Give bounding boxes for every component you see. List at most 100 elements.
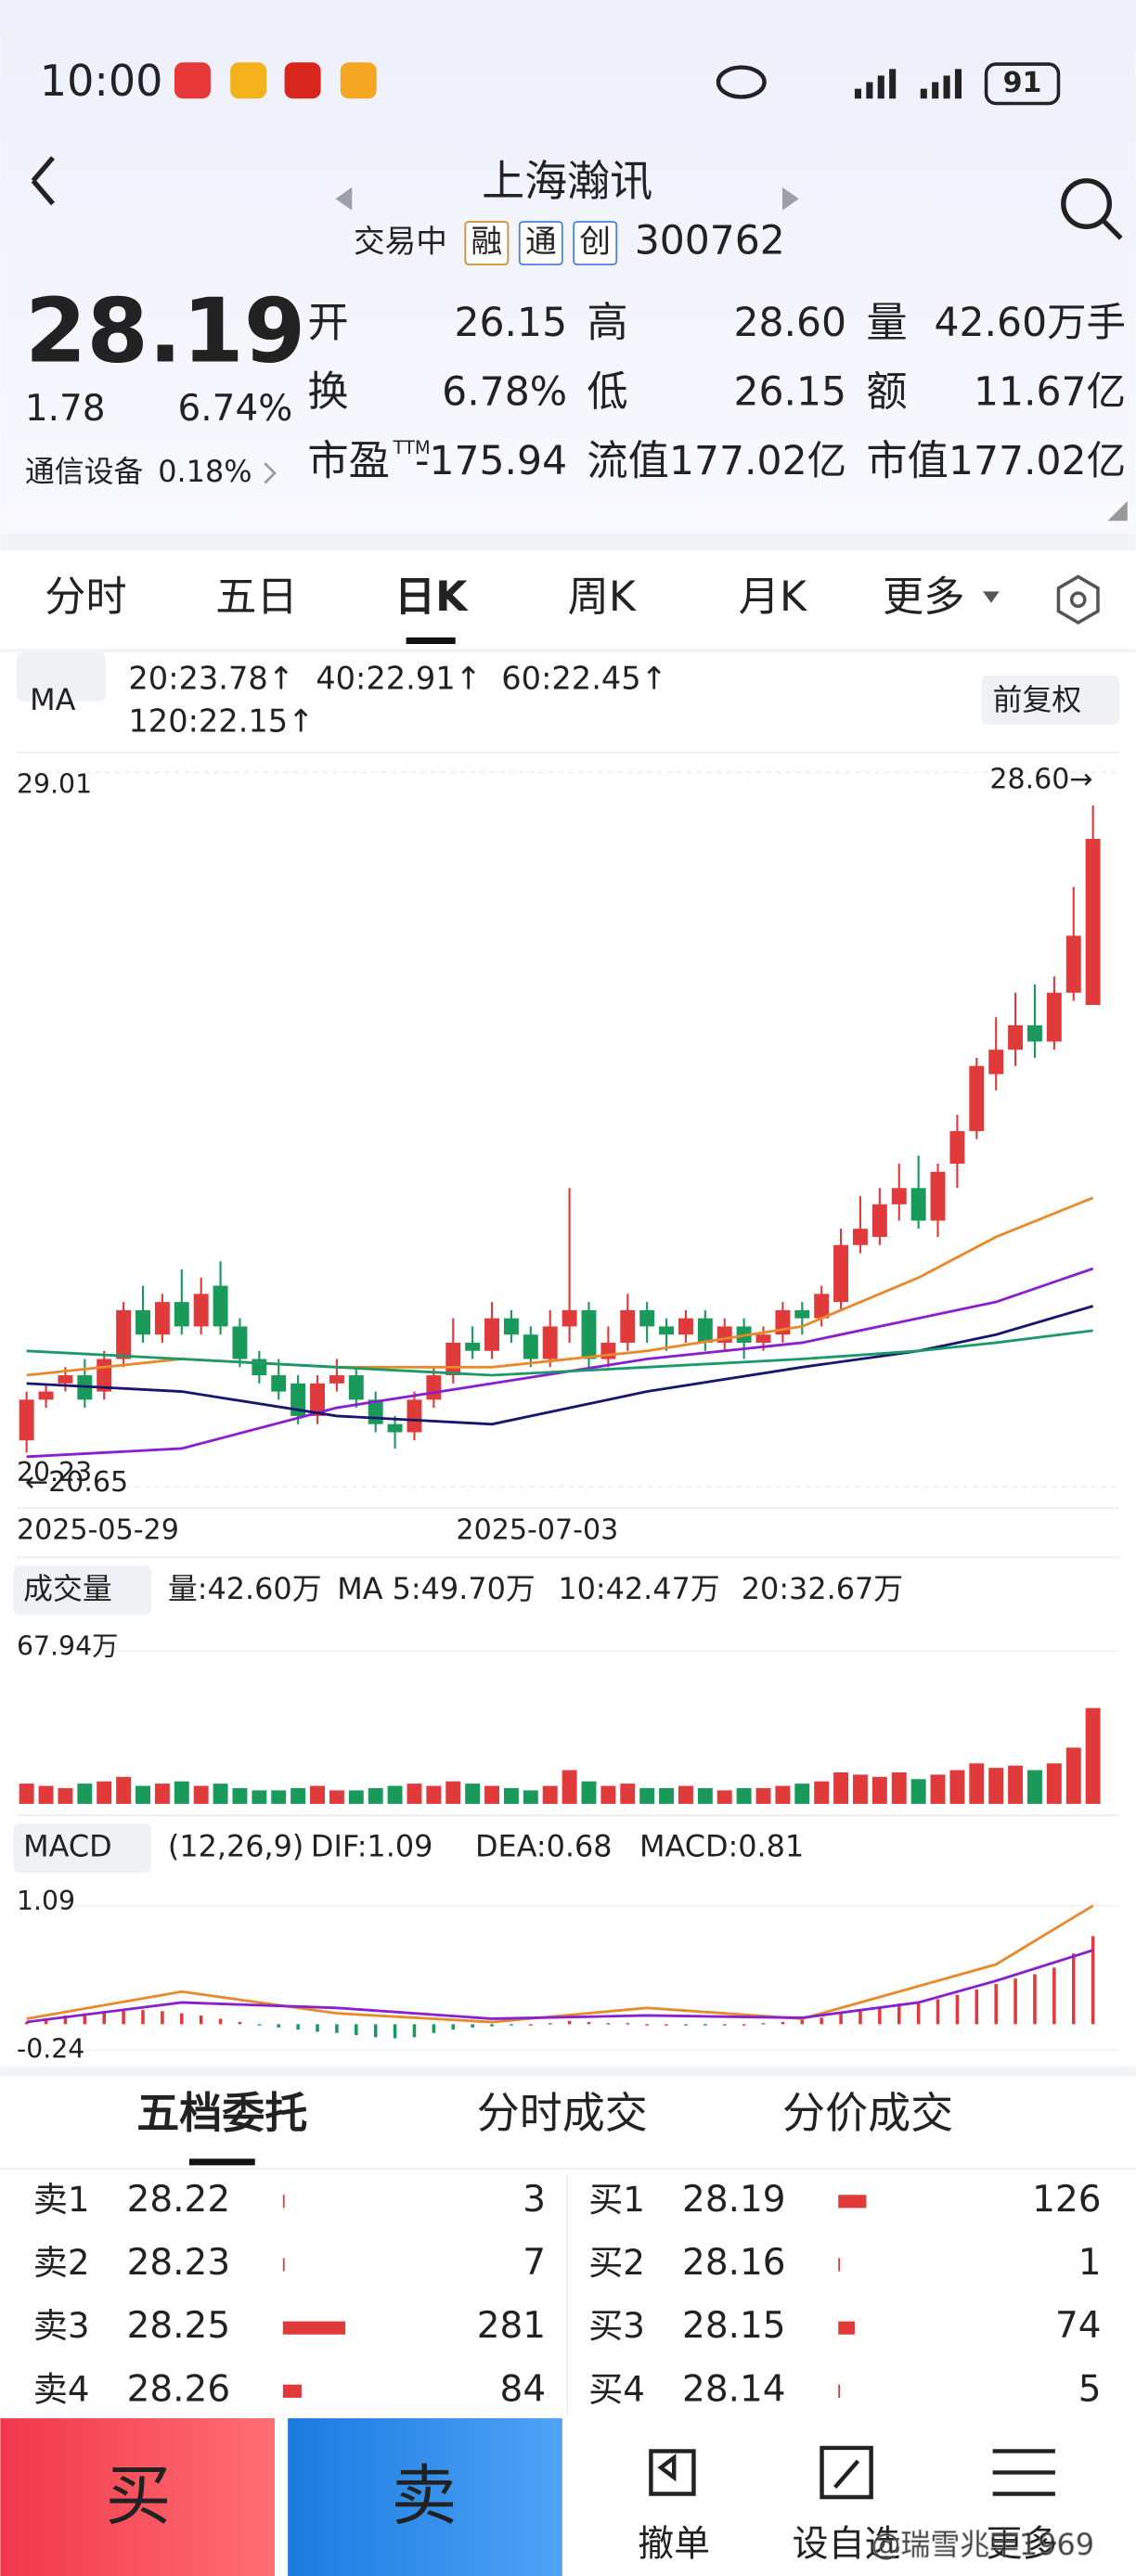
indicator-button[interactable]: [13, 1823, 152, 1874]
bar: [193, 1785, 209, 1804]
field-label: 市盈: [307, 437, 390, 484]
bar: [490, 2024, 494, 2027]
book-volume: 126: [1032, 2179, 1101, 2221]
action-label[interactable]: 撤单: [638, 2524, 710, 2566]
date-label: 2025-05-29: [17, 1514, 179, 1547]
book-tab[interactable]: 分价成交: [782, 2088, 953, 2138]
buy-label[interactable]: 买: [106, 2457, 172, 2534]
low-annotation: ←20.65: [25, 1466, 128, 1499]
book-volume: 3: [523, 2179, 546, 2221]
bar: [232, 1787, 248, 1804]
bar: [659, 1787, 675, 1804]
book-price: 28.23: [127, 2242, 230, 2284]
candle-body: [891, 1188, 907, 1204]
stock-name: 上海瀚讯: [482, 156, 652, 206]
bar: [484, 1785, 499, 1804]
tag: 创: [579, 224, 611, 260]
settings-button[interactable]: [1056, 574, 1100, 625]
watch-icon[interactable]: [820, 2445, 873, 2500]
action-label[interactable]: 更多: [987, 2524, 1059, 2566]
field-label: 量: [866, 300, 907, 347]
chart-tab[interactable]: 月K: [739, 573, 807, 621]
bar: [97, 1781, 112, 1804]
bar: [529, 2024, 533, 2026]
bar: [626, 2023, 630, 2025]
bar: [761, 2023, 766, 2025]
chart-tab[interactable]: 分时: [45, 573, 127, 621]
bar: [465, 1784, 481, 1804]
eye-icon: [716, 65, 767, 99]
action-label[interactable]: 设自选: [793, 2524, 901, 2566]
chart-tab[interactable]: 周K: [568, 573, 637, 621]
book-tab[interactable]: 分时成交: [477, 2088, 648, 2138]
bar: [606, 2023, 611, 2025]
bar: [296, 2024, 300, 2030]
buy-button[interactable]: [0, 2418, 275, 2576]
bar: [755, 1787, 771, 1804]
bar: [1052, 1967, 1056, 2025]
chart-tab[interactable]: 更多: [883, 573, 965, 621]
bar: [432, 2024, 436, 2033]
chart-tab[interactable]: 五日: [215, 573, 298, 621]
candle-body: [910, 1188, 926, 1221]
field-sup: TTM: [392, 437, 430, 458]
candle-body: [213, 1285, 228, 1327]
search-button[interactable]: [1061, 178, 1113, 229]
price-pct: 6.74%: [178, 388, 293, 430]
cancel-icon[interactable]: [649, 2449, 696, 2496]
status-time: 10:00: [40, 56, 163, 106]
bar: [562, 1770, 577, 1804]
field-value: 177.02亿: [949, 439, 1126, 484]
stock-code: 300762: [635, 219, 785, 264]
indicator-line: [26, 1329, 1093, 1377]
field-value: 28.60: [733, 301, 846, 346]
candle-body: [58, 1375, 73, 1384]
bar: [936, 1999, 940, 2025]
indicator-item: MACD:0.81: [639, 1829, 804, 1864]
indicator-line: [26, 1949, 1094, 2024]
price-change: 1.78: [25, 388, 106, 430]
indicator-button[interactable]: [13, 1565, 152, 1616]
bar: [329, 1790, 344, 1804]
bar: [44, 2018, 48, 2025]
bar: [271, 1790, 287, 1804]
bar: [116, 1776, 132, 1804]
bar: [704, 2024, 707, 2026]
candle-body: [581, 1309, 597, 1359]
candle-body: [659, 1326, 675, 1335]
bar: [548, 2023, 552, 2025]
book-bar: [838, 2195, 867, 2209]
sell-label[interactable]: 卖: [392, 2457, 458, 2534]
candle-body: [310, 1383, 325, 1416]
bar: [736, 1787, 752, 1804]
candle-body: [252, 1359, 267, 1376]
bar: [645, 2024, 649, 2026]
bar: [955, 1994, 960, 2025]
sell-button[interactable]: [288, 2418, 562, 2576]
bar: [83, 2013, 87, 2025]
bar: [1091, 1936, 1095, 2025]
bar: [1085, 1707, 1101, 1804]
app-icon: [230, 62, 267, 99]
adjust-button[interactable]: [981, 675, 1119, 725]
book-tab[interactable]: 五档委托: [136, 2088, 307, 2138]
candle-body: [833, 1244, 849, 1303]
indicator-legend: (12,26,9): [168, 1829, 303, 1864]
ma-button[interactable]: [17, 651, 106, 702]
field-label: 低: [587, 368, 627, 416]
chart-tab[interactable]: 日K: [394, 573, 469, 621]
back-button[interactable]: [31, 156, 55, 206]
candle-body: [794, 1309, 810, 1319]
bar: [368, 1787, 383, 1804]
bar: [213, 1784, 228, 1804]
more-icon[interactable]: [992, 2449, 1055, 2496]
book-bar: [838, 2258, 841, 2272]
bar: [716, 1790, 732, 1804]
ma-item: 120:22.15↑: [128, 702, 314, 739]
bar: [58, 1787, 73, 1804]
candle-body: [503, 1318, 519, 1335]
more-arrow: [983, 591, 1000, 603]
candle-body: [639, 1309, 655, 1327]
bar: [916, 2002, 921, 2025]
indicator-line: [26, 1267, 1094, 1459]
